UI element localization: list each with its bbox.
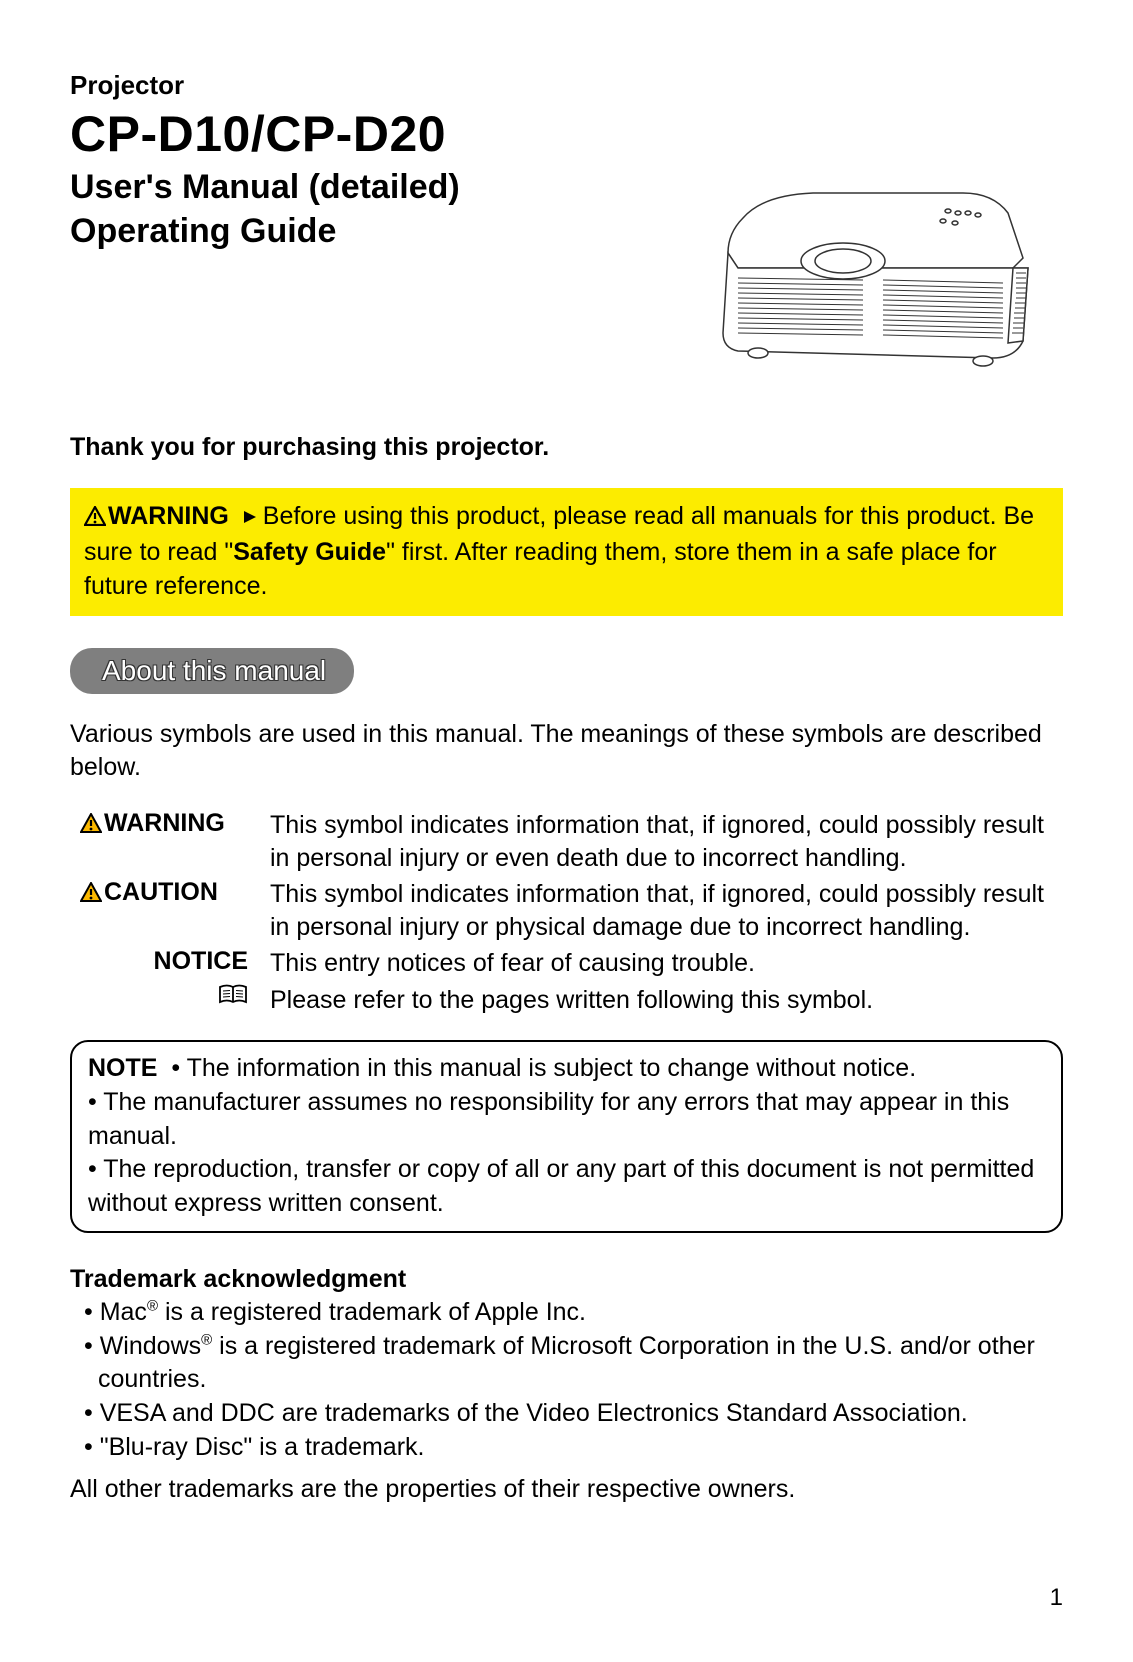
trademark-heading: Trademark acknowledgment bbox=[70, 1265, 1063, 1294]
symbol-row: WARNING This symbol indicates informatio… bbox=[70, 809, 1063, 874]
arrow-icon bbox=[242, 501, 260, 535]
note-label: NOTE bbox=[88, 1054, 157, 1082]
symbol-label-text: WARNING bbox=[104, 809, 225, 837]
header-subtitle-line1: User's Manual (detailed) bbox=[70, 168, 460, 206]
page-number: 1 bbox=[70, 1584, 1063, 1612]
note-item: The manufacturer assumes no responsibili… bbox=[88, 1088, 1009, 1150]
safety-guide-bold: Safety Guide bbox=[233, 538, 386, 566]
note-box: NOTE • The information in this manual is… bbox=[70, 1040, 1063, 1233]
symbol-label-caution: CAUTION bbox=[70, 878, 270, 943]
symbol-label-notice: NOTICE bbox=[70, 947, 270, 980]
symbol-label-text: CAUTION bbox=[104, 878, 218, 906]
trademark-list: • Mac® is a registered trademark of Appl… bbox=[70, 1296, 1063, 1465]
symbol-desc: Please refer to the pages written follow… bbox=[270, 984, 1063, 1017]
product-image bbox=[683, 183, 1053, 398]
symbol-label-book bbox=[70, 984, 270, 1017]
projector-icon bbox=[683, 183, 1053, 393]
caution-triangle-icon bbox=[80, 880, 102, 909]
thank-you-text: Thank you for purchasing this projector. bbox=[70, 433, 1063, 462]
symbol-row: CAUTION This symbol indicates informatio… bbox=[70, 878, 1063, 943]
symbol-desc: This symbol indicates information that, … bbox=[270, 809, 1063, 874]
section-pill: About this manual bbox=[70, 648, 354, 694]
symbol-label-warning: WARNING bbox=[70, 809, 270, 874]
symbol-table: WARNING This symbol indicates informatio… bbox=[70, 809, 1063, 1016]
warning-label: WARNING bbox=[108, 502, 229, 530]
warning-triangle-icon bbox=[80, 811, 102, 840]
trademark-item: • VESA and DDC are trademarks of the Vid… bbox=[70, 1397, 1063, 1431]
header-title: CP-D10/CP-D20 bbox=[70, 105, 1063, 163]
warning-triangle-icon bbox=[84, 502, 106, 536]
trademark-item: • Windows® is a registered trademark of … bbox=[70, 1330, 1063, 1398]
warning-box: WARNING Before using this product, pleas… bbox=[70, 488, 1063, 615]
symbol-label-text: NOTICE bbox=[154, 947, 248, 975]
symbol-desc: This symbol indicates information that, … bbox=[270, 878, 1063, 943]
book-icon bbox=[218, 984, 248, 1013]
note-item: The reproduction, transfer or copy of al… bbox=[88, 1155, 1034, 1217]
symbol-row: Please refer to the pages written follow… bbox=[70, 984, 1063, 1017]
trademark-item: • Mac® is a registered trademark of Appl… bbox=[70, 1296, 1063, 1330]
note-item: The information in this manual is subjec… bbox=[187, 1054, 917, 1082]
trademark-footer: All other trademarks are the properties … bbox=[70, 1475, 1063, 1504]
symbol-desc: This entry notices of fear of causing tr… bbox=[270, 947, 1063, 980]
intro-text: Various symbols are used in this manual.… bbox=[70, 718, 1063, 786]
header-subtitle-line2: Operating Guide bbox=[70, 212, 336, 250]
trademark-item: • "Blu-ray Disc" is a trademark. bbox=[70, 1431, 1063, 1465]
header-label: Projector bbox=[70, 70, 1063, 101]
symbol-row: NOTICE This entry notices of fear of cau… bbox=[70, 947, 1063, 980]
